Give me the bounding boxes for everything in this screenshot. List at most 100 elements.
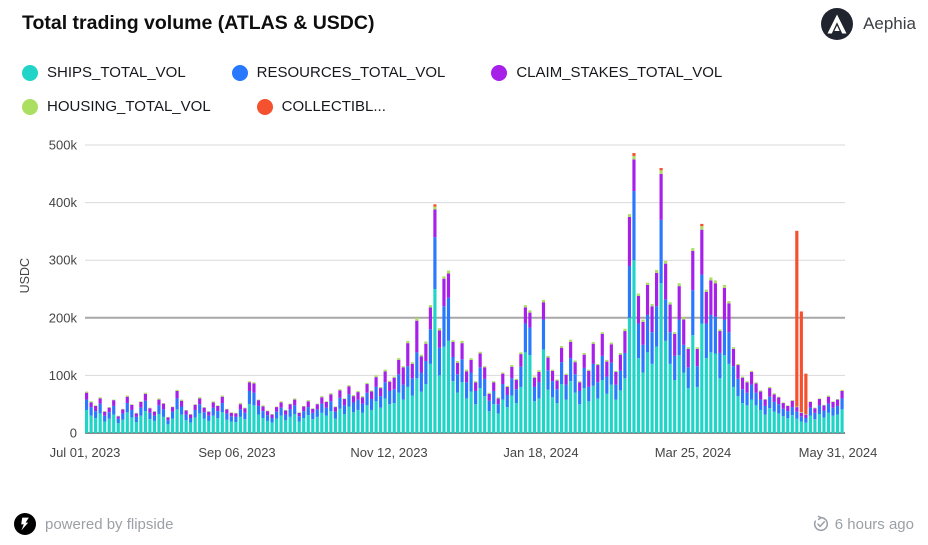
bar-segment[interactable] [677,319,681,356]
bar-segment[interactable] [623,331,627,353]
bar-segment[interactable] [311,412,315,420]
bar-segment[interactable] [668,304,672,333]
bar-segment[interactable] [745,381,749,383]
bar-segment[interactable] [333,407,337,412]
bar-segment[interactable] [351,394,356,397]
bar-segment[interactable] [351,402,356,413]
bar-segment[interactable] [664,299,668,341]
bar-segment[interactable] [469,359,473,373]
bar-segment[interactable] [555,380,559,390]
bar-segment[interactable] [229,412,233,413]
bar-segment[interactable] [166,424,170,433]
bar-segment[interactable] [112,399,116,401]
bar-segment[interactable] [691,335,695,433]
bar-segment[interactable] [727,332,731,364]
bar-segment[interactable] [175,390,179,399]
bar-segment[interactable] [740,376,745,378]
bar-segment[interactable] [265,411,270,416]
bar-segment[interactable] [288,404,292,410]
bar-segment[interactable] [795,411,799,419]
bar-segment[interactable] [465,382,469,399]
bar-segment[interactable] [216,405,220,412]
bar-segment[interactable] [370,391,374,400]
bar-segment[interactable] [636,295,641,324]
bar-segment[interactable] [768,386,772,389]
bar-segment[interactable] [139,401,143,402]
bar-segment[interactable] [636,293,641,296]
bar-segment[interactable] [609,384,613,433]
bar-segment[interactable] [315,403,319,405]
bar-segment[interactable] [709,352,713,433]
bar-segment[interactable] [727,363,731,433]
legend-item-housing-total-vol[interactable]: HOUSING_TOTAL_VOL [22,98,211,115]
bar-segment[interactable] [596,382,600,399]
bar-segment[interactable] [170,418,175,433]
bar-segment[interactable] [532,386,537,402]
bar-segment[interactable] [474,381,478,383]
bar-segment[interactable] [790,400,794,401]
refresh-check-icon[interactable] [812,515,830,533]
bar-segment[interactable] [270,422,274,433]
bar-segment[interactable] [632,191,636,261]
bar-segment[interactable] [130,409,134,418]
bar-segment[interactable] [600,380,604,433]
bar-segment[interactable] [795,418,799,433]
bar-segment[interactable] [763,399,767,406]
bar-segment[interactable] [189,422,193,433]
bar-segment[interactable] [134,416,138,423]
bar-segment[interactable] [311,408,315,413]
bar-segment[interactable] [293,398,297,400]
bar-segment[interactable] [582,388,586,433]
bar-segment[interactable] [496,413,500,433]
bar-segment[interactable] [98,403,102,414]
bar-segment[interactable] [505,385,509,387]
bar-segment[interactable] [700,226,704,230]
bar-segment[interactable] [560,384,564,433]
bar-segment[interactable] [596,363,600,366]
bar-segment[interactable] [713,280,717,284]
bar-segment[interactable] [487,411,491,433]
bar-segment[interactable] [189,414,193,419]
bar-segment[interactable] [659,283,663,433]
bar-segment[interactable] [645,314,650,353]
bar-segment[interactable] [573,392,577,433]
bar-segment[interactable] [198,398,202,405]
bar-segment[interactable] [451,356,455,382]
bar-segment[interactable] [736,396,740,433]
bar-segment[interactable] [166,420,170,425]
bar-segment[interactable] [487,392,491,394]
bar-segment[interactable] [668,302,672,305]
bar-segment[interactable] [564,373,568,375]
bar-segment[interactable] [546,357,550,371]
bar-segment[interactable] [505,386,509,395]
bar-segment[interactable] [804,413,808,415]
bar-segment[interactable] [587,370,591,387]
bar-segment[interactable] [835,405,840,415]
legend-item-collectibles[interactable]: COLLECTIBL... [256,98,386,115]
bar-segment[interactable] [252,382,256,384]
bar-segment[interactable] [311,419,315,433]
bar-segment[interactable] [600,332,604,334]
bar-segment[interactable] [614,371,618,385]
bar-segment[interactable] [700,323,704,433]
bar-segment[interactable] [397,374,401,393]
bar-segment[interactable] [528,327,532,356]
bar-segment[interactable] [560,347,564,363]
bar-segment[interactable] [455,374,460,393]
bar-segment[interactable] [152,411,157,412]
bar-segment[interactable] [288,409,292,417]
bar-segment[interactable] [713,283,717,317]
bar-segment[interactable] [632,159,636,192]
bar-segment[interactable] [333,411,337,419]
bar-segment[interactable] [103,421,107,433]
bar-segment[interactable] [401,366,405,368]
bar-segment[interactable] [433,237,437,289]
bar-segment[interactable] [261,406,265,412]
bar-segment[interactable] [528,355,532,433]
bar-segment[interactable] [695,348,699,367]
bar-segment[interactable] [180,400,184,407]
bar-segment[interactable] [745,405,749,433]
bar-segment[interactable] [645,284,650,315]
bar-segment[interactable] [121,408,125,410]
bar-segment[interactable] [279,407,283,416]
